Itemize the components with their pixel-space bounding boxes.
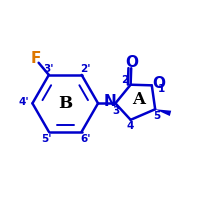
Text: O: O [125,55,138,70]
Text: 5: 5 [153,111,160,121]
Text: F: F [31,52,41,66]
Text: 5': 5' [42,134,52,144]
Text: O: O [152,76,165,91]
Text: N: N [104,94,116,109]
Text: 2: 2 [121,75,128,85]
Text: A: A [132,91,145,108]
Polygon shape [155,109,171,116]
Text: 1: 1 [157,84,165,94]
Text: 4': 4' [19,97,29,107]
Text: B: B [58,95,72,112]
Text: 4: 4 [127,121,134,131]
Text: 3': 3' [43,63,54,73]
Text: 6': 6' [80,134,91,144]
Text: 2': 2' [80,63,91,73]
Text: 3: 3 [112,106,119,116]
